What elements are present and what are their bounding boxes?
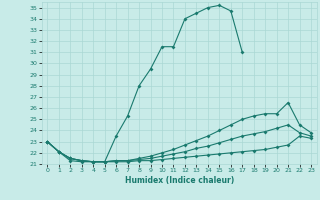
X-axis label: Humidex (Indice chaleur): Humidex (Indice chaleur) (124, 176, 234, 185)
